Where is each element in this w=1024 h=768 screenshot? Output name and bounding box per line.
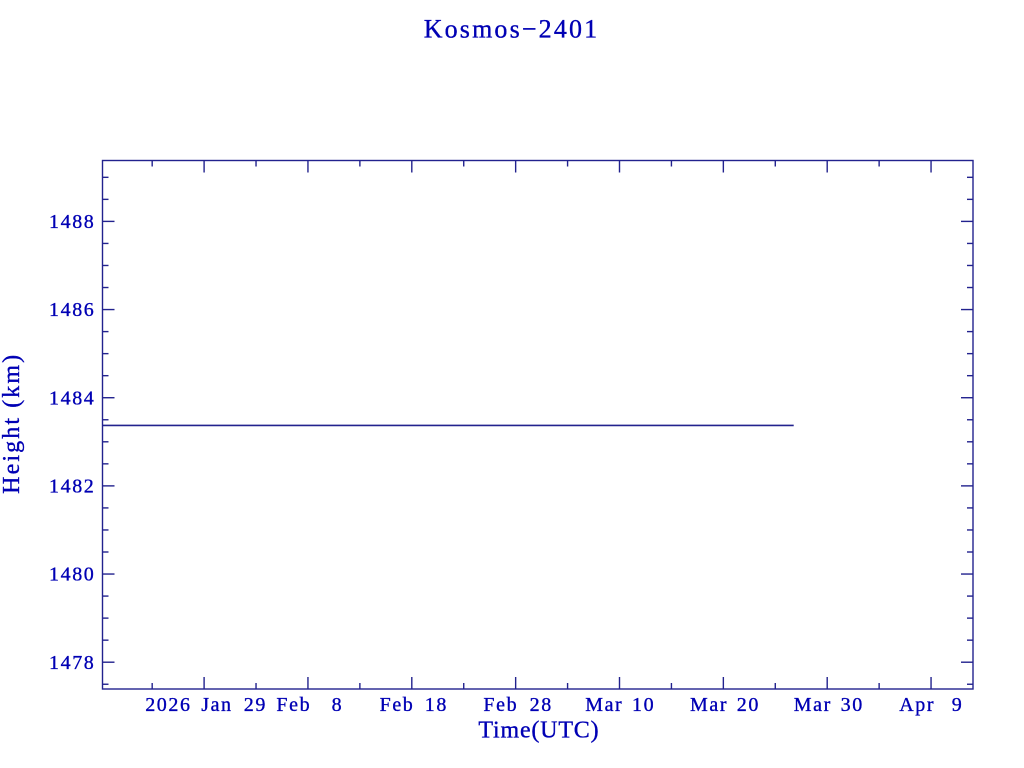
svg-text:Jan: Jan (201, 694, 232, 716)
svg-text:1484: 1484 (49, 387, 95, 409)
svg-text:1486: 1486 (49, 299, 95, 321)
svg-text:10: 10 (632, 694, 655, 716)
svg-text:30: 30 (841, 694, 864, 716)
svg-text:1488: 1488 (49, 211, 95, 233)
svg-text:Feb: Feb (276, 694, 311, 716)
svg-text:Height (km): Height (km) (0, 353, 25, 494)
svg-text:Feb: Feb (483, 694, 518, 716)
svg-text:Feb: Feb (380, 694, 415, 716)
svg-text:9: 9 (952, 694, 964, 716)
svg-text:Mar: Mar (690, 694, 728, 716)
svg-text:28: 28 (530, 694, 553, 716)
svg-text:Mar: Mar (794, 694, 832, 716)
svg-text:Time(UTC): Time(UTC) (478, 718, 599, 744)
svg-text:Mar: Mar (585, 694, 623, 716)
svg-text:Kosmos−2401: Kosmos−2401 (424, 15, 600, 44)
svg-text:29: 29 (244, 694, 267, 716)
svg-text:1480: 1480 (49, 564, 95, 586)
svg-text:1482: 1482 (49, 476, 95, 498)
svg-text:1478: 1478 (49, 652, 95, 674)
svg-text:8: 8 (332, 694, 344, 716)
svg-text:20: 20 (737, 694, 760, 716)
svg-text:2026: 2026 (145, 694, 191, 716)
svg-text:Apr: Apr (899, 694, 935, 716)
svg-text:18: 18 (425, 694, 448, 716)
